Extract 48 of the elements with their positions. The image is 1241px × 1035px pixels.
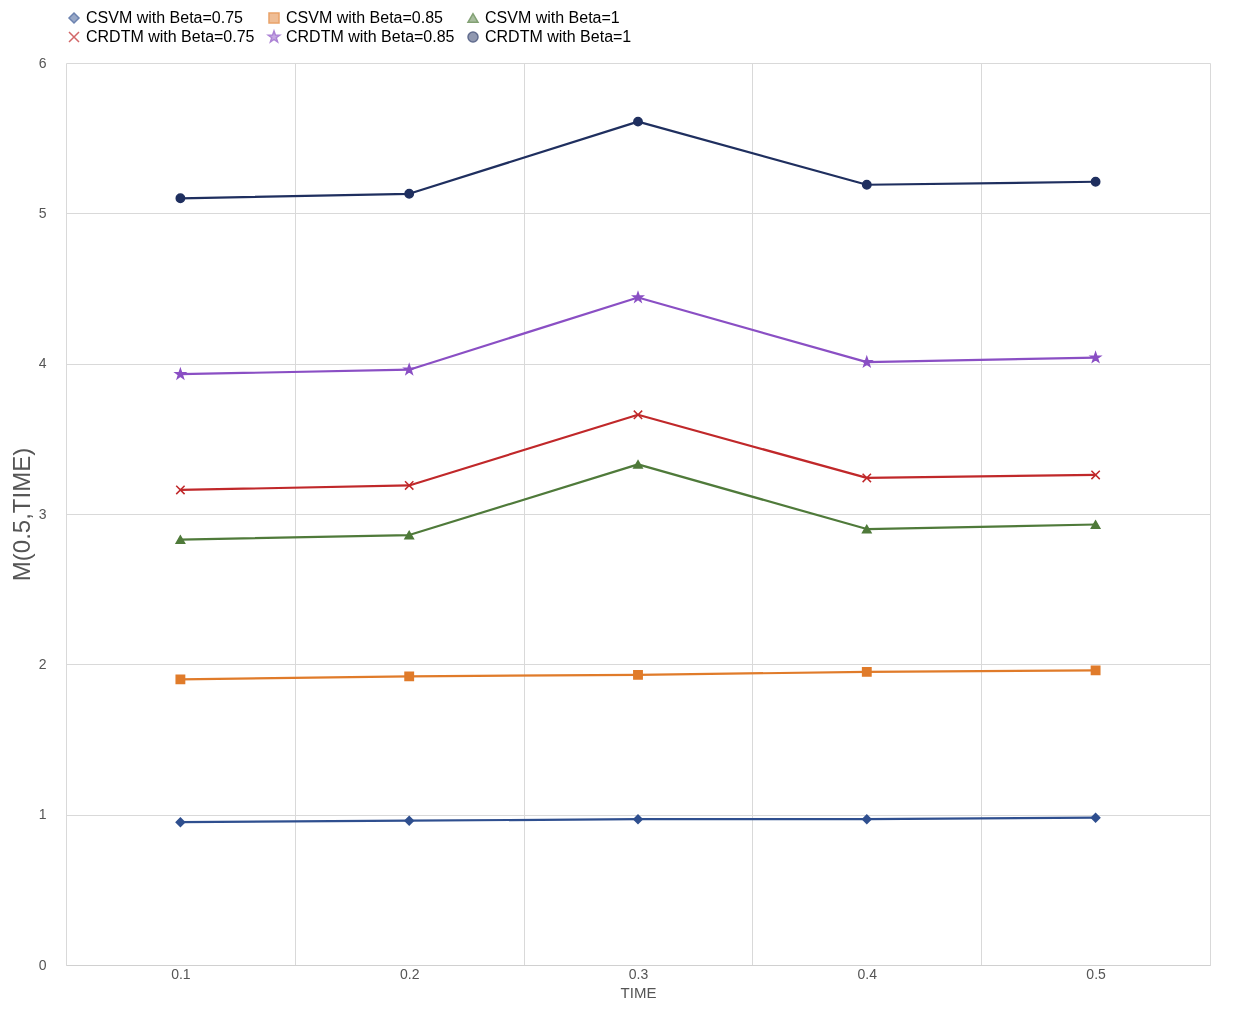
point <box>1090 520 1101 529</box>
point <box>861 524 872 534</box>
point <box>1090 812 1101 823</box>
point <box>633 116 643 127</box>
point <box>404 815 415 826</box>
x-tick-label: 0.1 <box>171 965 191 982</box>
x-tick-label: 0.5 <box>1086 965 1107 982</box>
y-axis-title: M(0.5,TIME) <box>7 447 35 582</box>
point <box>175 817 186 828</box>
point <box>175 674 186 685</box>
point <box>175 535 186 544</box>
point <box>1090 469 1101 480</box>
x-axis-title: TIME <box>620 983 657 1001</box>
x-tick-label: 0.3 <box>628 965 649 982</box>
legend-label: CRDTM with Beta=0.85 <box>286 28 455 45</box>
point <box>861 814 872 825</box>
x-tick-label: 0.2 <box>399 965 420 982</box>
legend-label: CSVM with Beta=0.85 <box>286 9 444 26</box>
point <box>404 671 415 682</box>
point <box>404 188 415 199</box>
y-tick-label: 1 <box>38 806 47 823</box>
point <box>404 480 415 491</box>
point <box>1090 176 1101 187</box>
legend-label: CRDTM with Beta=1 <box>485 28 632 45</box>
legend-label: CSVM with Beta=1 <box>485 9 620 26</box>
point <box>404 530 415 540</box>
point <box>633 814 643 825</box>
point <box>175 485 186 495</box>
point <box>1090 665 1101 676</box>
y-tick-label: 4 <box>38 355 47 372</box>
point <box>861 666 872 677</box>
y-tick-label: 0 <box>38 956 47 973</box>
point <box>175 193 186 204</box>
point <box>632 291 644 303</box>
y-tick-label: 2 <box>38 655 47 672</box>
x-tick-label: 0.4 <box>857 965 878 982</box>
legend-label: CSVM with Beta=0.75 <box>86 9 244 26</box>
point <box>403 363 415 375</box>
point <box>861 356 873 367</box>
y-tick-label: 5 <box>38 204 47 221</box>
legend-label: CRDTM with Beta=0.75 <box>86 28 255 45</box>
point <box>633 460 643 469</box>
point <box>861 179 872 190</box>
y-tick-label: 6 <box>38 54 47 71</box>
point <box>633 409 643 420</box>
point <box>861 472 872 483</box>
y-tick-label: 3 <box>38 505 47 522</box>
point <box>633 669 643 680</box>
